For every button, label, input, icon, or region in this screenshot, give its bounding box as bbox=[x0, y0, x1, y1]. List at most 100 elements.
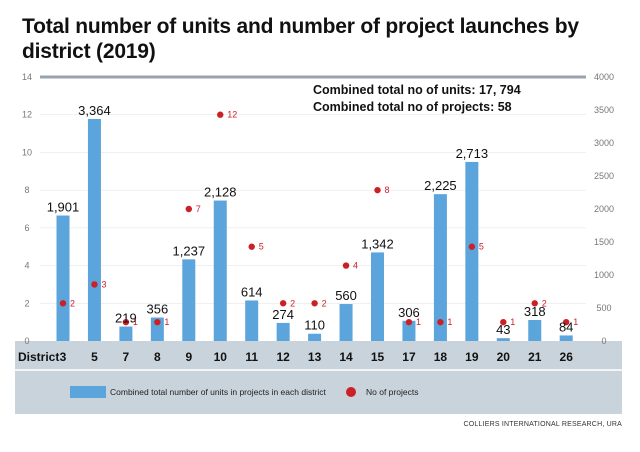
bar-value-label: 274 bbox=[272, 307, 294, 322]
bar bbox=[371, 252, 384, 341]
bar-value-label: 84 bbox=[559, 319, 573, 334]
project-count-label: 1 bbox=[164, 317, 169, 327]
category-label: 13 bbox=[308, 350, 322, 364]
category-label: 26 bbox=[560, 350, 574, 364]
project-dot bbox=[437, 318, 444, 326]
category-label: 15 bbox=[371, 350, 385, 364]
bar bbox=[119, 326, 133, 341]
project-dot bbox=[468, 243, 476, 250]
bar-value-label: 1,342 bbox=[361, 236, 394, 251]
right-axis-tick: 3000 bbox=[594, 138, 614, 148]
right-axis-tick: 1000 bbox=[594, 270, 614, 280]
project-dot bbox=[500, 318, 507, 326]
bar bbox=[56, 215, 70, 341]
bars bbox=[56, 118, 573, 341]
bar-value-label: 2,713 bbox=[456, 146, 489, 161]
x-axis-title: District bbox=[18, 350, 59, 364]
grid-lines bbox=[15, 75, 622, 414]
bar-value-label: 614 bbox=[241, 284, 263, 299]
project-dot bbox=[122, 318, 130, 326]
project-count-label: 1 bbox=[510, 317, 515, 327]
project-count-label: 2 bbox=[322, 298, 327, 308]
project-dot bbox=[279, 300, 287, 307]
project-dot bbox=[531, 300, 538, 307]
source-note: COLLIERS INTERNATIONAL RESEARCH, URA bbox=[463, 421, 622, 428]
bar bbox=[276, 322, 290, 341]
left-axis-tick: 12 bbox=[22, 110, 32, 120]
legend-swatch-dot bbox=[346, 387, 356, 397]
bar-value-label: 306 bbox=[398, 305, 420, 320]
category-band bbox=[15, 341, 622, 414]
project-count-label: 2 bbox=[542, 298, 547, 308]
right-axis-tick: 3500 bbox=[594, 105, 614, 115]
category-label: 9 bbox=[185, 350, 192, 364]
bar bbox=[465, 161, 479, 341]
bar-value-label: 2,128 bbox=[204, 185, 237, 200]
bar bbox=[87, 118, 101, 341]
project-count-label: 1 bbox=[133, 317, 138, 327]
left-axis-tick: 2 bbox=[24, 298, 29, 308]
project-dot bbox=[91, 281, 98, 288]
bar-value-label: 2,225 bbox=[424, 178, 457, 193]
right-axis-tick: 2500 bbox=[594, 171, 614, 181]
right-axis-tick: 2000 bbox=[594, 204, 614, 214]
project-dot bbox=[217, 111, 224, 118]
left-axis-tick: 8 bbox=[24, 185, 29, 195]
category-label: 12 bbox=[276, 350, 290, 364]
bar bbox=[433, 194, 447, 341]
category-label: 8 bbox=[154, 350, 161, 364]
annotation-text: Combined total no of units: 17, 794 bbox=[313, 83, 521, 97]
right-axis-tick: 4000 bbox=[594, 72, 614, 82]
project-count-label: 4 bbox=[353, 261, 358, 271]
category-label: 14 bbox=[339, 350, 353, 364]
project-dot bbox=[563, 318, 570, 326]
project-dot bbox=[311, 300, 318, 307]
project-count-label: 12 bbox=[227, 110, 237, 120]
left-axis-tick: 14 bbox=[22, 72, 32, 82]
bar-value-label: 560 bbox=[335, 288, 357, 303]
category-label: 19 bbox=[465, 350, 479, 364]
project-count-label: 3 bbox=[101, 279, 106, 289]
project-count-label: 1 bbox=[573, 317, 578, 327]
project-count-label: 5 bbox=[259, 242, 264, 252]
bar bbox=[182, 259, 196, 341]
left-axis-tick: 6 bbox=[24, 223, 29, 233]
legend-swatch-bar bbox=[70, 386, 106, 398]
chart-title: Total number of units and number of proj… bbox=[22, 15, 579, 63]
left-axis-tick: 10 bbox=[22, 147, 32, 157]
project-dot bbox=[405, 318, 413, 326]
project-count-label: 7 bbox=[196, 204, 201, 214]
bar-value-label: 110 bbox=[304, 318, 325, 333]
left-axis-tick: 0 bbox=[24, 336, 29, 346]
bar bbox=[245, 300, 259, 341]
right-axis-tick: 1500 bbox=[594, 237, 614, 247]
right-axis-tick: 0 bbox=[601, 336, 606, 346]
project-count-label: 5 bbox=[479, 242, 484, 252]
labels: 0246810121405001000150020002500300035004… bbox=[18, 72, 614, 398]
project-count-label: 1 bbox=[447, 317, 452, 327]
bar bbox=[496, 338, 510, 341]
bar-value-label: 3,364 bbox=[78, 103, 111, 118]
category-label: 18 bbox=[434, 350, 448, 364]
project-dot bbox=[185, 205, 192, 213]
legend-label-dot: No of projects bbox=[366, 387, 418, 397]
left-axis-tick: 4 bbox=[24, 261, 29, 271]
bar bbox=[402, 320, 416, 341]
category-label: 11 bbox=[245, 350, 258, 364]
bar-value-label: 43 bbox=[496, 322, 510, 337]
project-dot bbox=[374, 186, 381, 194]
bar bbox=[528, 320, 542, 341]
bar bbox=[150, 317, 164, 341]
project-count-label: 2 bbox=[70, 298, 75, 308]
category-label: 7 bbox=[123, 350, 130, 364]
category-label: 5 bbox=[91, 350, 98, 364]
dots bbox=[59, 111, 570, 326]
legend-label-bar: Combined total number of units in projec… bbox=[110, 387, 327, 397]
project-dot bbox=[342, 262, 350, 269]
right-axis-tick: 500 bbox=[596, 303, 611, 313]
project-dot bbox=[248, 243, 255, 250]
bar bbox=[559, 335, 573, 341]
project-dot bbox=[154, 318, 161, 326]
category-label: 10 bbox=[214, 350, 228, 364]
